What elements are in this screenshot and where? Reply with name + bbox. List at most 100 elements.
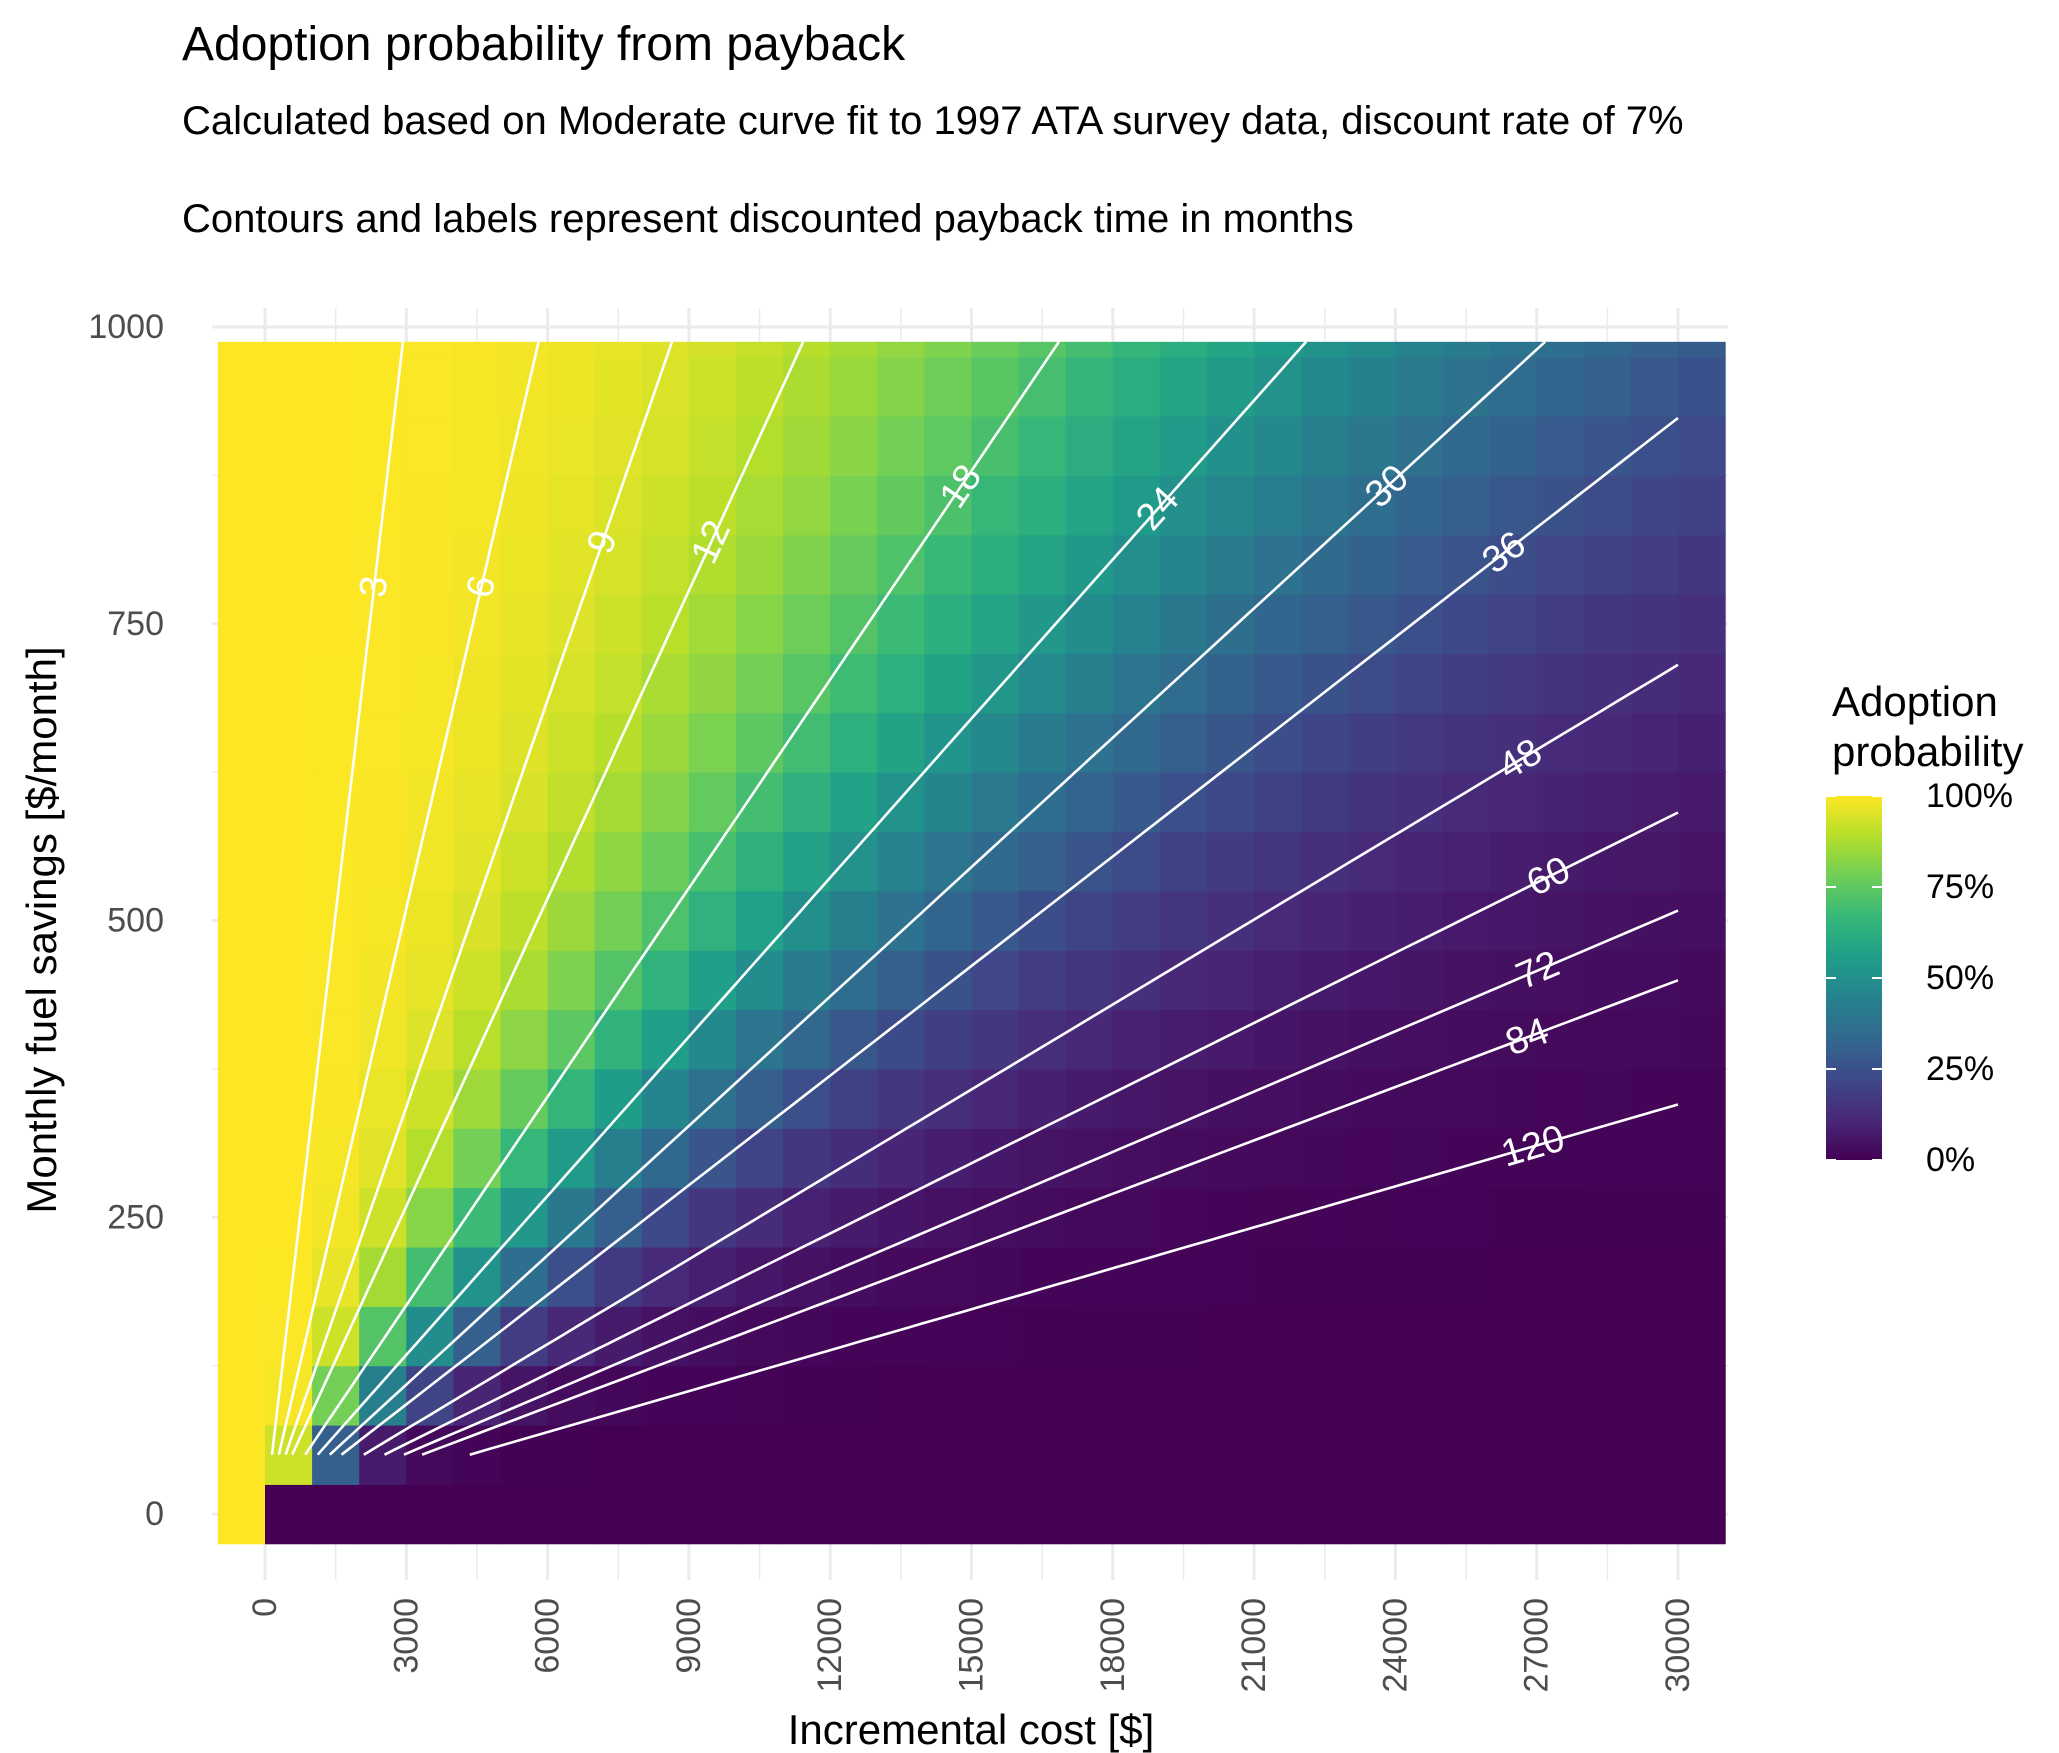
heatmap-cell	[1254, 890, 1302, 951]
chart-subtitle-line2: Contours and labels represent discounted…	[182, 197, 1354, 241]
heatmap-cell	[594, 950, 643, 1011]
heatmap-cell	[1536, 356, 1585, 417]
heatmap-cell	[312, 356, 360, 417]
heatmap-cell	[1489, 653, 1538, 714]
heatmap-cell	[1207, 1484, 1255, 1545]
heatmap-cell	[1395, 416, 1444, 476]
heatmap-cell	[406, 356, 454, 417]
heatmap-cell	[1536, 1068, 1585, 1129]
heatmap-cell	[1207, 890, 1255, 951]
heatmap-cell	[312, 1484, 360, 1545]
heatmap-cell	[830, 416, 878, 476]
heatmap-cell	[1583, 356, 1632, 417]
heatmap-cell	[1442, 356, 1491, 417]
heatmap-cell	[1112, 594, 1161, 655]
heatmap-cell	[406, 1306, 454, 1367]
heatmap-cell	[1395, 356, 1444, 417]
heatmap-cell	[641, 1424, 690, 1485]
heatmap-cell	[312, 341, 360, 358]
heatmap-cell	[1583, 416, 1632, 476]
heatmap-cell	[688, 1246, 737, 1307]
heatmap-cell	[1442, 1484, 1491, 1545]
heatmap-cell	[594, 341, 643, 358]
heatmap-cell	[1254, 1068, 1302, 1129]
heatmap-cell	[1678, 416, 1726, 476]
heatmap-cell	[1254, 341, 1302, 358]
heatmap-cell	[1583, 653, 1632, 714]
heatmap-cell	[406, 950, 454, 1011]
heatmap-cell	[1395, 475, 1444, 536]
heatmap-cell	[594, 594, 643, 655]
heatmap-cell	[1489, 1365, 1538, 1426]
heatmap-cell	[359, 1365, 407, 1426]
heatmap-cell	[1112, 1365, 1161, 1426]
heatmap-cell	[1536, 772, 1585, 833]
heatmap-cell	[688, 1365, 737, 1426]
heatmap-cell	[971, 1068, 1020, 1129]
heatmap-cell	[1678, 534, 1726, 595]
heatmap-cell	[1254, 772, 1302, 833]
heatmap-cell	[1583, 1306, 1632, 1367]
heatmap-cell	[359, 1484, 407, 1545]
heatmap-cell	[1112, 890, 1161, 951]
heatmap-cell	[500, 1306, 549, 1367]
heatmap-cell	[1018, 1424, 1067, 1485]
heatmap-cell	[1583, 1484, 1632, 1545]
x-tick-label: 27000	[1518, 1598, 1556, 1693]
legend-tick-label: 0%	[1926, 1141, 1975, 1179]
heatmap-cell	[877, 1484, 925, 1545]
heatmap-cell	[1301, 772, 1349, 833]
heatmap-cell	[500, 653, 549, 714]
heatmap-cell	[783, 1246, 831, 1307]
contour-line-72	[403, 909, 1679, 1456]
heatmap-cell	[924, 950, 973, 1011]
heatmap-cell	[1301, 1306, 1349, 1367]
heatmap-cell	[1536, 341, 1585, 358]
heatmap-cell	[1630, 341, 1679, 358]
contour-line-12	[291, 341, 805, 1456]
heatmap-cell	[1301, 475, 1349, 536]
heatmap-cell	[594, 831, 643, 892]
heatmap-cell	[406, 653, 454, 714]
heatmap-cell	[594, 1484, 643, 1545]
x-tick-label: 18000	[1094, 1598, 1132, 1693]
heatmap-cell	[877, 341, 925, 358]
heatmap-cell	[1254, 416, 1302, 476]
heatmap-cell	[217, 712, 266, 773]
heatmap-cell	[1254, 831, 1302, 892]
heatmap-cell	[1630, 416, 1679, 476]
heatmap-cell	[736, 416, 784, 476]
heatmap-cell	[1442, 890, 1491, 951]
heatmap-cell	[688, 772, 737, 833]
heatmap-cell	[1065, 475, 1114, 536]
heatmap-cell	[1678, 1484, 1726, 1545]
heatmap-cell	[1254, 950, 1302, 1011]
heatmap-cell	[736, 950, 784, 1011]
heatmap-cell	[1254, 1484, 1302, 1545]
heatmap-cell	[1348, 534, 1396, 595]
heatmap-cell	[830, 1365, 878, 1426]
heatmap-cell	[688, 594, 737, 655]
heatmap-cell	[1065, 1424, 1114, 1485]
heatmap-cell	[641, 416, 690, 476]
heatmap-cell	[500, 341, 549, 358]
contour-line-18	[304, 341, 1060, 1456]
heatmap-cell	[971, 416, 1020, 476]
heatmap-cell	[1159, 356, 1208, 417]
heatmap-cell	[1395, 1484, 1444, 1545]
heatmap-cell	[1395, 772, 1444, 833]
heatmap-cell	[265, 1424, 313, 1485]
heatmap-cell	[1489, 772, 1538, 833]
heatmap-cell	[312, 831, 360, 892]
heatmap-cell	[406, 594, 454, 655]
heatmap-cell	[265, 1246, 313, 1307]
heatmap-cell	[453, 1009, 502, 1070]
heatmap-cell	[877, 534, 925, 595]
heatmap-cell	[1112, 534, 1161, 595]
heatmap-cell	[1112, 772, 1161, 833]
heatmap-cell	[1536, 475, 1585, 536]
heatmap-cell	[1678, 594, 1726, 655]
heatmap-cell	[924, 890, 973, 951]
heatmap-cell	[265, 1068, 313, 1129]
heatmap-cell	[265, 1009, 313, 1070]
